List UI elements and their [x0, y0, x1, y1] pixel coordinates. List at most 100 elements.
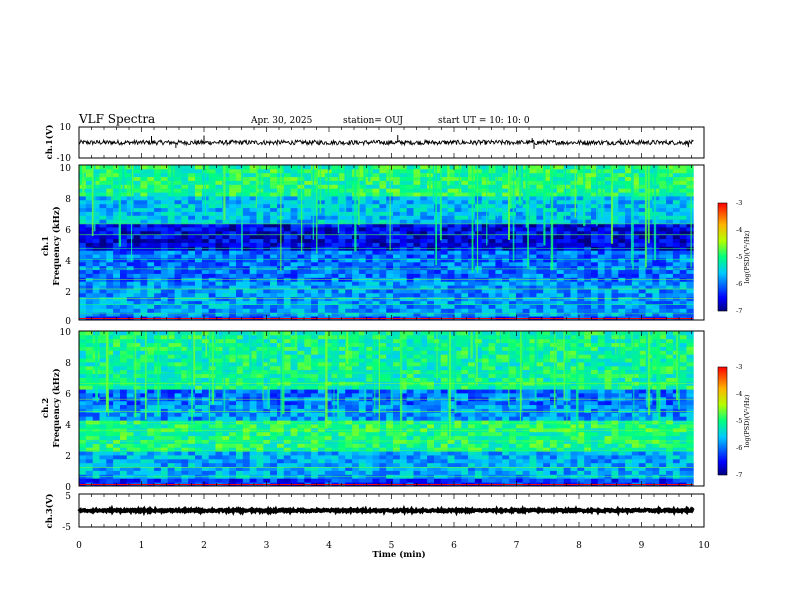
ch1-spectrogram-cell — [434, 211, 442, 216]
ch1-spectrogram-cell — [195, 165, 203, 170]
ch1-spectrogram-cell — [160, 296, 169, 302]
ch1-spectrogram-cell — [201, 285, 210, 290]
ch1-spectrogram-cell — [256, 203, 264, 209]
ch1-spectrogram-cell — [604, 234, 612, 240]
ch1-spectrogram-cell — [352, 296, 360, 302]
ch1-spectrogram-cell — [468, 292, 476, 298]
ch1-spectrogram-cell — [113, 273, 121, 278]
ch1-spectrogram-cell — [188, 184, 196, 189]
ch1-spectrogram-cell — [652, 273, 660, 278]
ch1-spectrogram-cell — [481, 242, 489, 247]
ch2-spectrogram-cell — [79, 400, 87, 406]
ch1-spectrogram-cell — [645, 296, 653, 302]
ch1-spectrogram-cell — [488, 273, 496, 278]
ch2-spectrogram-cell — [133, 358, 141, 363]
ch1-spectrogram-cell — [577, 242, 585, 247]
ch1-spectrogram-cell — [427, 265, 435, 271]
ch1-spectrogram-cell — [447, 230, 455, 236]
ch1-spectrogram-cell — [591, 184, 599, 189]
ch1-spectrogram-cell — [181, 296, 189, 302]
ch1-spectrogram-cell — [427, 227, 435, 232]
ch1-spectrogram-cell — [242, 238, 250, 243]
ch1-spectrogram-cell — [488, 281, 496, 286]
ch1-spectrogram-cell — [99, 203, 107, 209]
ch1-spectrogram-cell — [188, 281, 196, 286]
ch1-spectrogram-cell — [222, 180, 230, 185]
ch2-spectrogram-cell — [174, 447, 182, 452]
ch1-spectrogram-cell — [529, 176, 537, 181]
ch2-spectrogram-cell — [167, 455, 175, 460]
ch1-spectrogram-cell — [611, 296, 619, 302]
ch1-spectrogram-cell — [440, 165, 448, 170]
ch1-spectrogram-cell — [222, 250, 230, 255]
ch1-spectrogram-cell — [529, 227, 537, 232]
ch1-spectrogram-cell — [290, 196, 298, 201]
ch1-spectrogram-cell — [427, 230, 435, 236]
ch1-spectrogram-cell — [79, 296, 87, 302]
ch1-spectrogram-cell — [304, 223, 312, 228]
ch1-spectrogram-cell — [181, 300, 189, 305]
ch2-spectrogram-cell — [147, 342, 155, 347]
ch2-spectrogram-cell — [126, 365, 134, 371]
ch1-spectrogram-cell — [290, 211, 298, 216]
ch1-spectrogram-cell — [618, 230, 626, 236]
ch1-spectrogram-cell — [591, 285, 599, 290]
ch1-spectrogram-cell — [625, 304, 633, 309]
ch1-spectrogram-cell — [120, 261, 128, 267]
ch1-spectrogram-cell — [160, 168, 169, 174]
ch1-spectrogram-cell — [311, 196, 319, 201]
ch2-spectrogram-cell — [215, 412, 223, 417]
ch2-spectrogram-cell — [147, 358, 155, 363]
ch2-spectrogram-cell — [147, 346, 155, 351]
ch1-spectrogram-cell — [345, 242, 353, 247]
ch1-spectrogram-cell — [604, 300, 612, 305]
ch1-spectrogram-cell — [249, 227, 257, 232]
ch2-spectrogram-cell — [249, 458, 257, 464]
ch1-spectrogram-cell — [331, 234, 339, 240]
ch1-spectrogram-cell — [584, 192, 592, 197]
ch1-spectrogram-cell — [488, 312, 496, 317]
ch1-spectrogram-cell — [133, 308, 141, 313]
ch1-spectrogram-cell — [522, 258, 530, 263]
ch1-spectrogram-cell — [181, 281, 189, 286]
ch1-spectrogram-cell — [666, 176, 674, 181]
ch1-spectrogram-cell — [352, 254, 360, 259]
ch1-spectrogram-cell — [174, 215, 182, 220]
ch1-spectrogram-cell — [120, 230, 128, 236]
ch1-spectrogram-cell — [406, 269, 414, 274]
ch1-spectrogram-cell — [133, 254, 141, 259]
ch1-spectrogram-cell — [625, 207, 633, 212]
ch2-spectrogram-cell — [208, 451, 216, 456]
ch1-spectrogram-cell — [99, 285, 107, 290]
ch1-spectrogram-cell — [434, 292, 442, 298]
ch1-spectrogram-cell — [495, 269, 503, 274]
ch1-spectrogram-cell — [413, 292, 421, 298]
ch2-spectrogram-cell — [236, 377, 244, 382]
ch1-spectrogram-cell — [597, 258, 605, 263]
ch1-spectrogram-cell — [666, 300, 674, 305]
ch1-spectrogram-cell — [447, 203, 455, 209]
ch1-spectrogram-cell — [454, 219, 462, 224]
ch2-spectrogram-cell — [92, 439, 100, 444]
ch1-spectrogram-cell — [317, 292, 326, 298]
ch2-spectrogram-cell — [195, 408, 203, 413]
ch1-spectrogram-cell — [543, 234, 551, 240]
ch1-spectrogram-cell — [345, 215, 353, 220]
ch2-spectrogram-cell — [126, 393, 134, 398]
ch1-spectrogram-cell — [515, 285, 524, 290]
ch1-spectrogram-cell — [440, 219, 448, 224]
ch2-spectrogram-cell — [181, 451, 189, 456]
ch1-spectrogram-cell — [365, 230, 373, 236]
ch2-spectrogram-cell — [256, 478, 264, 483]
ch1-spectrogram-cell — [188, 269, 196, 274]
ch1-spectrogram-cell — [454, 250, 462, 255]
ch2-spectrogram-cell — [120, 358, 128, 363]
ch1-spectrogram-cell — [570, 296, 578, 302]
ch1-spectrogram-cell — [242, 261, 250, 267]
ch1-spectrogram-cell — [379, 223, 387, 228]
ch1-spectrogram-cell — [393, 292, 401, 298]
ch2-spectrogram-cell — [174, 385, 182, 390]
ch1-spectrogram-cell — [570, 211, 578, 216]
ch2-spectrogram-cell — [120, 385, 128, 390]
ch1-spectrogram-cell — [591, 300, 599, 305]
